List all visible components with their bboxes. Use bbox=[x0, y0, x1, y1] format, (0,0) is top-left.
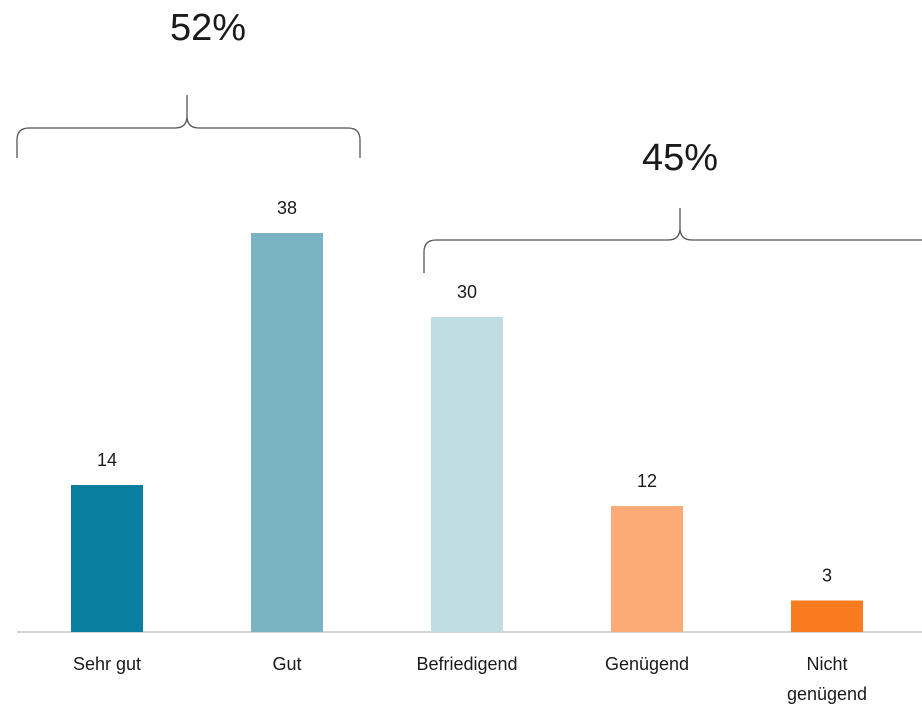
value-label: 12 bbox=[637, 471, 657, 491]
x-tick-label: Nicht genügend bbox=[786, 654, 868, 704]
x-tick-label: Genügend bbox=[604, 654, 690, 674]
value-label: 3 bbox=[822, 565, 832, 585]
bar bbox=[431, 317, 503, 632]
value-label: 38 bbox=[277, 198, 297, 218]
annotation: 45% bbox=[642, 137, 718, 179]
bar bbox=[791, 600, 863, 632]
x-tick-label: Sehr gut bbox=[72, 654, 142, 674]
annotation: 52% bbox=[170, 7, 246, 49]
bar bbox=[251, 233, 323, 632]
value-label: 30 bbox=[457, 282, 477, 302]
value-label: 14 bbox=[97, 450, 117, 470]
bracket bbox=[16, 95, 361, 158]
bracket bbox=[423, 208, 922, 273]
bar bbox=[71, 485, 143, 632]
x-tick-label: Gut bbox=[272, 654, 302, 674]
x-tick-label: Befriedigend bbox=[416, 654, 518, 674]
bar bbox=[611, 506, 683, 632]
